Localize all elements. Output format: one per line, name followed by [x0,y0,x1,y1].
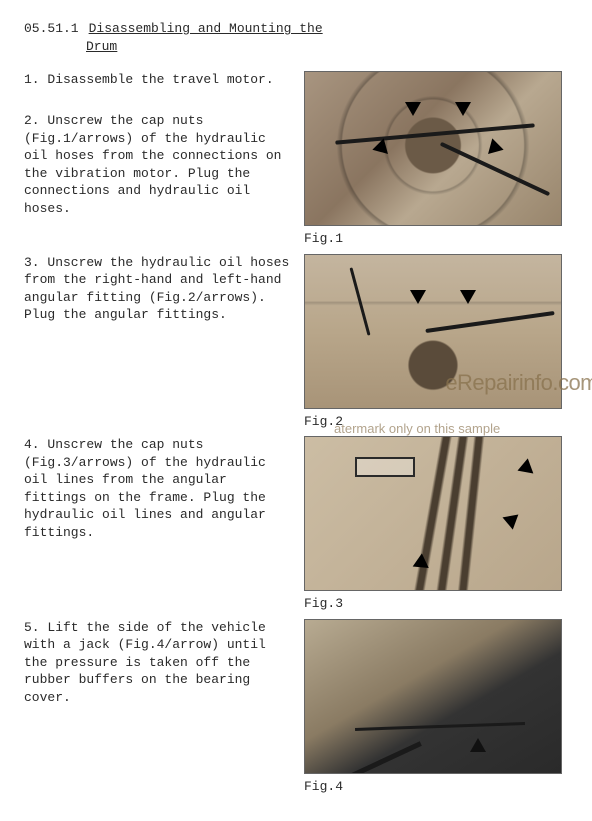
section-header: 05.51.1 Disassembling and Mounting the Dr… [24,20,568,55]
section-number: 05.51.1 [24,20,79,38]
arrow-icon [470,738,486,752]
text-col-1: 1. Disassemble the travel motor. 2. Unsc… [24,71,304,250]
step-2-text: 2. Unscrew the cap nuts (Fig.1/arrows) o… [24,112,292,217]
step-3-text: 3. Unscrew the hydraulic oil hoses from … [24,254,292,324]
figure-1-label: Fig.1 [304,230,562,248]
figure-1-drum [305,72,561,225]
figure-2 [304,254,562,409]
text-col-4: 5. Lift the side of the vehicle with a j… [24,619,304,798]
img-col-3: Fig.3 [304,436,562,615]
row-3: 4. Unscrew the cap nuts (Fig.3/arrows) o… [24,436,568,615]
text-col-3: 4. Unscrew the cap nuts (Fig.3/arrows) o… [24,436,304,615]
step-4-text: 4. Unscrew the cap nuts (Fig.3/arrows) o… [24,436,292,541]
arrow-icon [405,102,421,116]
row-2: 3. Unscrew the hydraulic oil hoses from … [24,254,568,433]
img-col-1: Fig.1 [304,71,562,250]
figure-1 [304,71,562,226]
section-title-2: Drum [86,38,568,56]
figure-4-jack [355,722,525,731]
row-4: 5. Lift the side of the vehicle with a j… [24,619,568,798]
figure-4-label: Fig.4 [304,778,562,796]
row-1: 1. Disassemble the travel motor. 2. Unsc… [24,71,568,250]
figure-3-bracket [355,457,415,477]
figure-4 [304,619,562,774]
arrow-icon [410,290,426,304]
page-wrapper: { "section": { "number": "05.51.1", "tit… [24,20,568,797]
figure-3 [304,436,562,591]
figure-2-label: Fig.2 [304,413,562,431]
img-col-4: Fig.4 [304,619,562,798]
figure-3-label: Fig.3 [304,595,562,613]
figure-4-tool [338,741,422,774]
text-col-2: 3. Unscrew the hydraulic oil hoses from … [24,254,304,433]
arrow-icon [460,290,476,304]
img-col-2: Fig.2 [304,254,562,433]
section-title-1: Disassembling and Mounting the [89,21,323,36]
arrow-icon [455,102,471,116]
step-1-text: 1. Disassemble the travel motor. [24,71,292,89]
figure-3-lines [305,437,561,590]
step-5-text: 5. Lift the side of the vehicle with a j… [24,619,292,707]
